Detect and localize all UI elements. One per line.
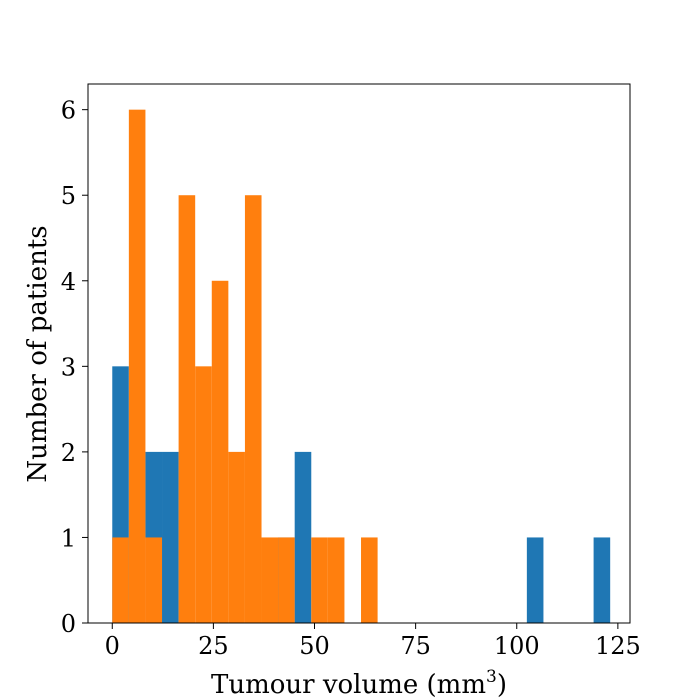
x-axis-ticks: 0 25 50 75 100 125 bbox=[105, 623, 641, 660]
y-axis-ticks: 0 1 2 3 4 5 6 bbox=[61, 97, 88, 638]
histogram-bar-series-2-11 bbox=[311, 537, 328, 623]
histogram-bar-series-2-7 bbox=[228, 451, 245, 623]
x-axis-label: Tumour volume (mm3) bbox=[211, 667, 507, 700]
x-tick-label: 0 bbox=[105, 632, 120, 660]
histogram-bar-series-1-4 bbox=[162, 451, 179, 623]
histogram-bar-series-2-3 bbox=[145, 537, 163, 623]
histogram-bar-series-1-13 bbox=[526, 537, 544, 623]
y-tick-label: 2 bbox=[61, 439, 76, 467]
histogram-bar-series-2-1 bbox=[112, 537, 129, 623]
histogram-bar-series-2-13 bbox=[361, 537, 378, 623]
histogram-bar-series-2-8 bbox=[244, 195, 262, 623]
x-tick-label: 25 bbox=[198, 632, 229, 660]
histogram-bar-series-2-12 bbox=[327, 537, 345, 623]
histogram-bar-series-1-14 bbox=[593, 537, 611, 623]
y-tick-label: 3 bbox=[61, 353, 76, 381]
y-tick-label: 1 bbox=[61, 524, 76, 552]
histogram-bar-series-2-10 bbox=[278, 537, 295, 623]
y-tick-label: 5 bbox=[61, 182, 76, 210]
x-tick-label: 100 bbox=[494, 632, 540, 660]
x-tick-label: 50 bbox=[299, 632, 330, 660]
histogram-bar-series-1-12 bbox=[294, 451, 312, 623]
histogram-bar-series-2-5 bbox=[195, 366, 212, 623]
y-tick-label: 6 bbox=[61, 97, 76, 125]
histogram-bar-series-2-4 bbox=[178, 195, 196, 623]
plot-frame bbox=[87, 83, 631, 624]
y-tick-label: 0 bbox=[61, 610, 76, 638]
bars-layer bbox=[112, 109, 611, 623]
histogram-bar-series-2-2 bbox=[128, 109, 146, 623]
histogram-bar-series-2-9 bbox=[261, 537, 279, 623]
x-tick-label: 125 bbox=[595, 632, 641, 660]
y-axis-label: Number of patients bbox=[23, 225, 53, 482]
y-tick-label: 4 bbox=[61, 268, 76, 296]
x-tick-label: 75 bbox=[400, 632, 431, 660]
histogram-bar-series-2-6 bbox=[211, 280, 229, 623]
